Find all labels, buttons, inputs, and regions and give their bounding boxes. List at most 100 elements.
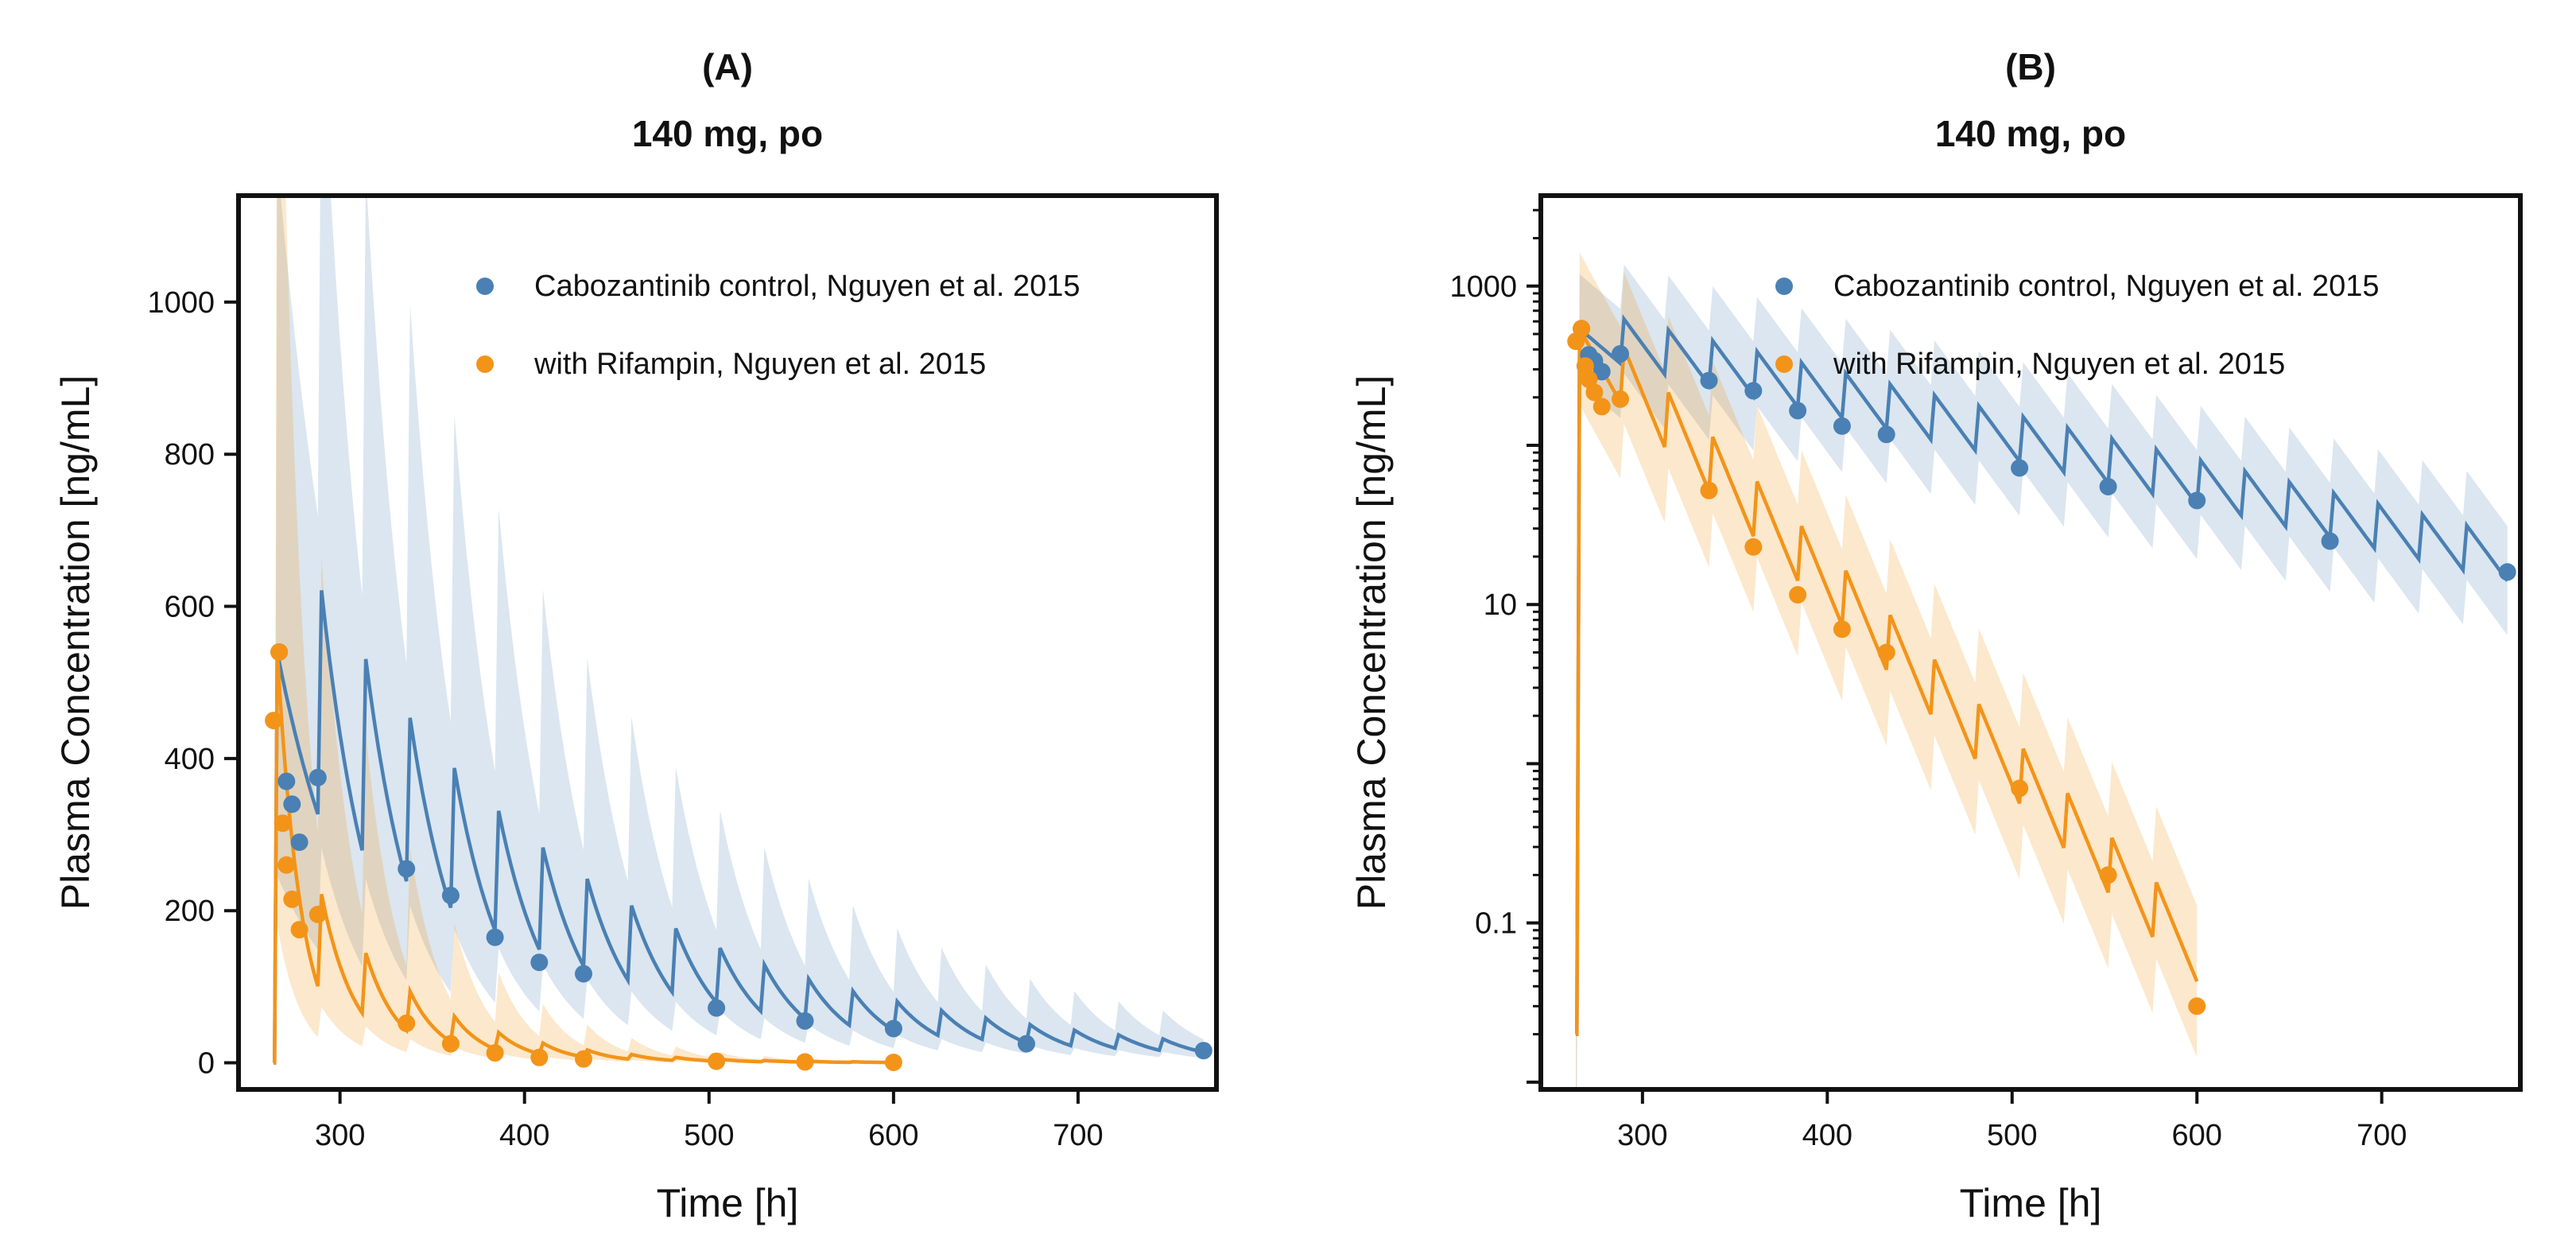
data-point <box>1789 402 1807 420</box>
data-point <box>2188 491 2206 510</box>
data-point <box>1744 382 1763 400</box>
legend-marker <box>476 278 494 295</box>
data-point <box>290 833 308 852</box>
data-point <box>884 1054 902 1071</box>
y-axis-label: Plasma Concentration [ng/mL] <box>1349 375 1394 910</box>
y-tick-label: 1000 <box>1449 270 1517 304</box>
data-point <box>1789 586 1807 604</box>
data-point <box>290 921 308 939</box>
y-axis-label: Plasma Concentration [ng/mL] <box>53 375 98 910</box>
data-point <box>1700 371 1718 390</box>
data-point <box>530 953 549 972</box>
panel-b: (B) 140 mg, po 300 400 500 600 700 0.1 10 1000 Tim… <box>1349 46 2523 1225</box>
data-point <box>1593 363 1611 381</box>
data-point <box>1580 370 1598 388</box>
x-tick-label: 600 <box>868 1119 918 1152</box>
data-point <box>270 643 289 661</box>
plot-frame <box>1538 193 2523 1092</box>
y-tick-label: 1000 <box>147 286 215 320</box>
legend-label: Cabozantinib control, Nguyen et al. 2015 <box>534 270 1080 303</box>
simulation-line-rifampin <box>273 651 894 1065</box>
data-point <box>2099 478 2117 495</box>
simulation-band-rifampin <box>274 196 894 1063</box>
plot-frame <box>236 193 1219 1092</box>
data-point <box>530 1048 549 1066</box>
data-point <box>441 1035 460 1053</box>
y-tick-label: 400 <box>165 743 215 776</box>
legend-marker <box>476 355 494 373</box>
data-point <box>575 1050 592 1068</box>
y-tick-label: 600 <box>165 591 215 624</box>
data-point <box>708 1052 726 1070</box>
x-tick-label: 400 <box>499 1119 549 1152</box>
data-point <box>796 1011 814 1030</box>
panel-a: (A) 140 mg, po 300 400 500 600 700 0 200 400 600 80… <box>53 46 1219 1225</box>
x-tick-label: 500 <box>1987 1119 2037 1152</box>
data-point <box>283 795 301 813</box>
y-tick-label: 800 <box>165 438 215 472</box>
data-point <box>486 928 504 946</box>
data-point <box>2321 532 2339 550</box>
simulation-band-rifampin <box>1576 252 2198 1089</box>
legend-label: with Rifampin, Nguyen et al. 2015 <box>533 348 986 381</box>
simulation-line-rifampin <box>1575 328 2199 1036</box>
y-tick-label: 10 <box>1484 588 1517 622</box>
data-point <box>1833 417 1851 435</box>
legend-marker <box>1775 278 1793 295</box>
data-point <box>486 1044 504 1062</box>
data-point <box>277 772 296 790</box>
data-point <box>1593 398 1611 416</box>
legend-label: with Rifampin, Nguyen et al. 2015 <box>1833 348 2285 381</box>
data-point <box>575 965 592 983</box>
data-point <box>1573 320 1591 338</box>
data-point <box>2011 459 2029 477</box>
plot-area <box>1567 252 2516 1089</box>
x-tick-label: 400 <box>1802 1119 1852 1152</box>
data-point <box>1612 345 1629 363</box>
x-tick-label: 600 <box>2172 1119 2222 1152</box>
data-point <box>1877 643 1895 662</box>
data-point <box>441 887 460 905</box>
data-point <box>277 856 296 874</box>
data-point <box>2099 866 2117 884</box>
x-tick-label: 300 <box>315 1119 365 1152</box>
x-axis-label: Time [h] <box>657 1181 799 1225</box>
x-tick-label: 500 <box>684 1119 734 1152</box>
data-point <box>398 1014 416 1032</box>
data-point <box>283 890 301 908</box>
data-point <box>1018 1035 1035 1053</box>
y-tick-label: 0.1 <box>1475 907 1517 941</box>
data-point <box>1744 538 1763 556</box>
data-point <box>1194 1042 1212 1060</box>
chart-title: 140 mg, po <box>632 113 823 154</box>
data-point <box>1833 620 1851 639</box>
y-tick-label: 200 <box>165 895 215 928</box>
data-point <box>1576 357 1594 375</box>
y-tick-label: 0 <box>198 1047 215 1081</box>
data-point <box>398 860 416 878</box>
data-point <box>796 1053 814 1071</box>
data-point <box>1877 425 1895 444</box>
data-point <box>884 1019 902 1038</box>
plot-area <box>265 196 1212 1071</box>
data-point <box>308 906 327 923</box>
x-tick-label: 700 <box>1053 1119 1103 1152</box>
data-point <box>1700 481 1718 499</box>
legend-label: Cabozantinib control, Nguyen et al. 2015 <box>1833 270 2380 303</box>
data-point <box>2498 563 2516 581</box>
legend-marker <box>1775 355 1793 373</box>
x-axis-label: Time [h] <box>1960 1181 2102 1225</box>
x-tick-label: 700 <box>2357 1119 2407 1152</box>
simulation-band-control <box>1576 264 2508 1089</box>
data-point <box>2188 997 2206 1015</box>
data-point <box>1612 390 1629 408</box>
data-point <box>708 999 726 1017</box>
panel-label: (A) <box>702 46 753 87</box>
data-point <box>1585 383 1604 402</box>
data-point <box>265 712 283 730</box>
x-tick-label: 300 <box>1617 1119 1667 1152</box>
data-point <box>308 768 327 786</box>
data-point <box>2011 779 2029 798</box>
data-point <box>274 814 292 833</box>
